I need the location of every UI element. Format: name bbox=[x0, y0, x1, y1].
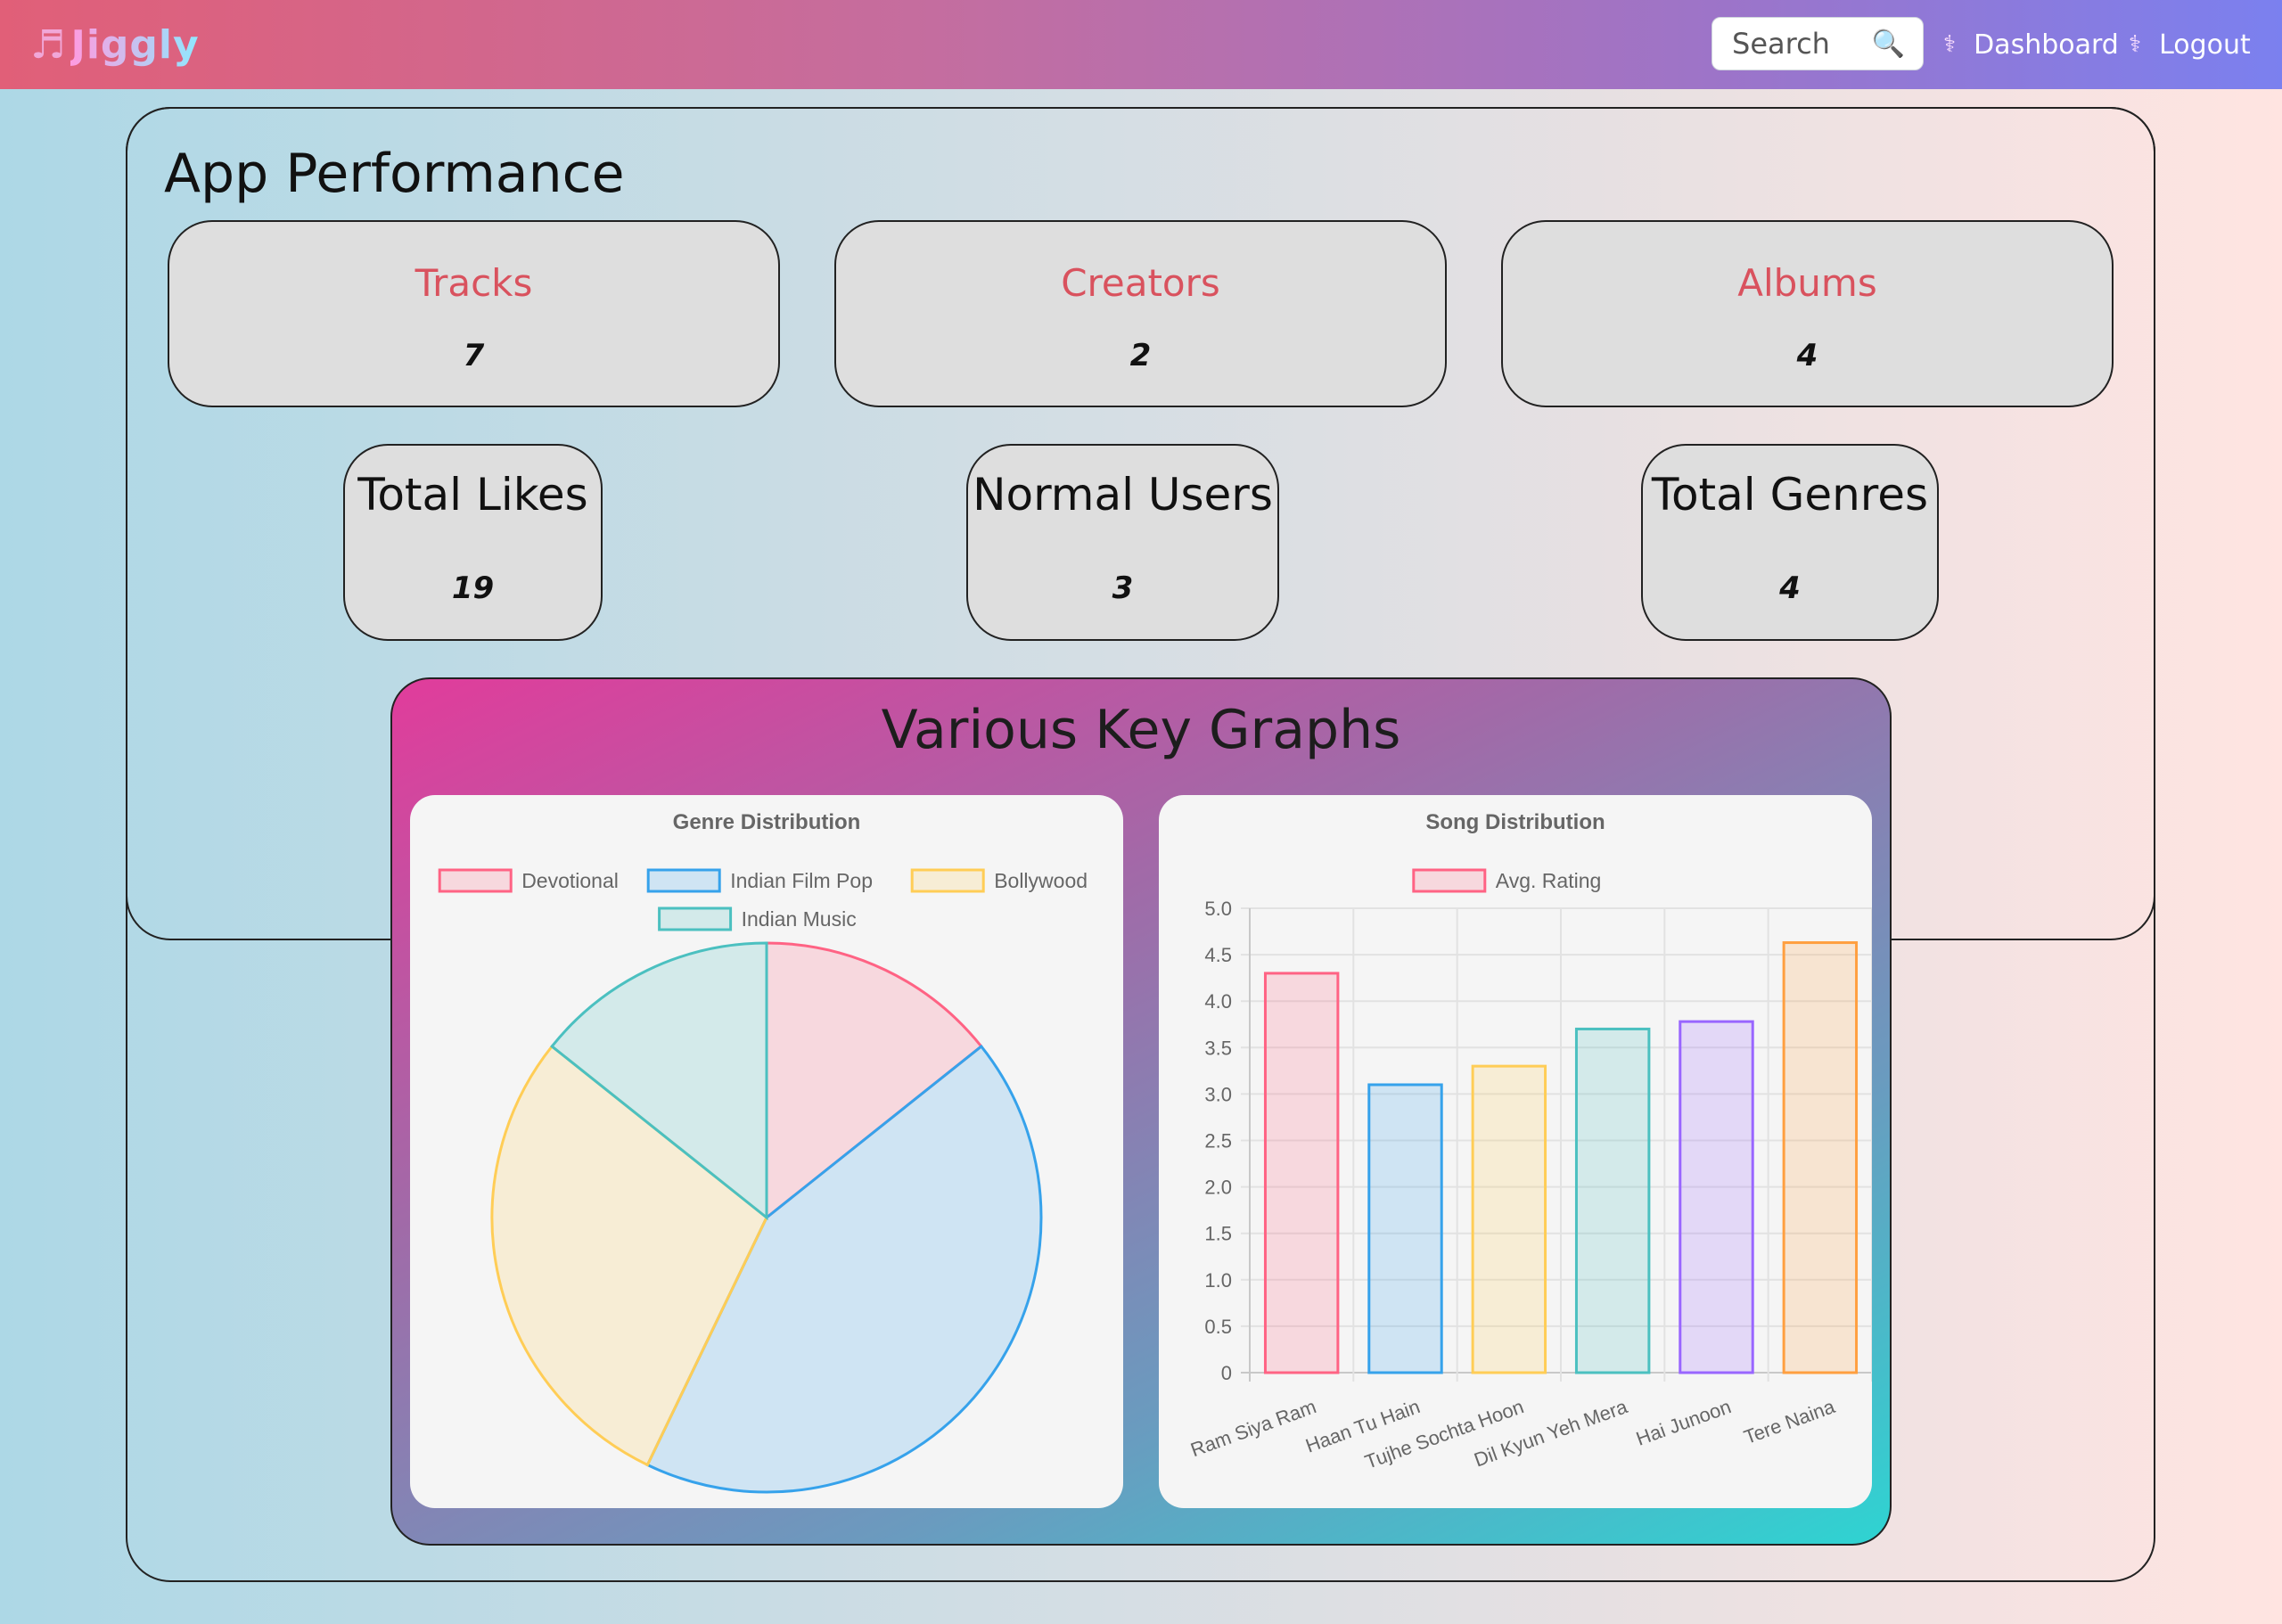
search-input[interactable] bbox=[1730, 26, 1867, 62]
legend-label: Bollywood bbox=[994, 869, 1088, 892]
chart-title: Genre Distribution bbox=[673, 810, 861, 834]
legend-label: Indian Music bbox=[742, 907, 857, 931]
y-tick-label: 0.5 bbox=[1204, 1316, 1232, 1338]
bar bbox=[1782, 941, 1859, 1374]
y-tick-label: 3.0 bbox=[1204, 1083, 1232, 1105]
pie-slice bbox=[550, 941, 768, 1221]
graphs-section: Various Key Graphs Genre Distribution Dev… bbox=[390, 677, 1892, 1546]
stat-card-total-likes: Total Likes 19 bbox=[343, 444, 603, 641]
stat-card-creators: Creators 2 bbox=[834, 220, 1447, 407]
nav-link-dashboard-label: Dashboard bbox=[1974, 29, 2119, 61]
page-title: App Performance bbox=[164, 143, 625, 205]
song-distribution-chart: Song Distribution Avg. Rating 0 0.5 1.0 1.5 2.… bbox=[1187, 810, 1872, 1473]
song-chart-panel: Song Distribution Avg. Rating 0 0.5 1.0 1.5 2.… bbox=[1159, 795, 1872, 1508]
brand[interactable]: ♬ Jiggly bbox=[30, 16, 200, 73]
pie-slice bbox=[490, 1044, 768, 1467]
stat-value: 7 bbox=[463, 338, 485, 373]
stat-value: 4 bbox=[1796, 338, 1818, 373]
caduceus-icon: ⚕ bbox=[1943, 31, 1957, 58]
search-box: 🔍 bbox=[1712, 17, 1924, 70]
stat-value: 4 bbox=[1779, 570, 1801, 606]
y-tick-label: 1.0 bbox=[1204, 1269, 1232, 1292]
stat-label: Creators bbox=[1061, 261, 1220, 305]
legend-swatch bbox=[1412, 868, 1487, 893]
genre-chart-panel: Genre Distribution Devotional Indian Film … bbox=[410, 795, 1123, 1508]
bar bbox=[1367, 1083, 1443, 1374]
stat-label: Tracks bbox=[415, 261, 533, 305]
legend-swatch bbox=[658, 906, 733, 931]
caduceus-icon: ⚕ bbox=[2129, 31, 2142, 58]
legend-label: Avg. Rating bbox=[1496, 869, 1601, 892]
nav-link-logout-label: Logout bbox=[2159, 29, 2251, 61]
y-tick-label: 4.0 bbox=[1204, 990, 1232, 1013]
stat-label: Albums bbox=[1737, 261, 1877, 305]
stat-card-albums: Albums 4 bbox=[1501, 220, 2114, 407]
stat-label: Normal Users bbox=[973, 469, 1273, 521]
legend-swatch bbox=[910, 868, 985, 893]
bar bbox=[1471, 1064, 1547, 1374]
pie-slice bbox=[645, 1044, 1043, 1494]
stat-card-tracks: Tracks 7 bbox=[168, 220, 780, 407]
stat-value: 2 bbox=[1129, 338, 1152, 373]
bar bbox=[1574, 1027, 1651, 1374]
brand-name: Jiggly bbox=[70, 21, 200, 68]
genre-distribution-chart: Genre Distribution Devotional Indian Film … bbox=[438, 810, 1088, 1494]
y-tick-label: 1.5 bbox=[1204, 1223, 1232, 1245]
stat-label: Total Likes bbox=[357, 469, 588, 521]
x-tick-label: Ram Siya Ram bbox=[1187, 1395, 1319, 1461]
y-tick-label: 3.5 bbox=[1204, 1037, 1232, 1059]
nav-link-logout[interactable]: ⚕ Logout bbox=[2129, 23, 2251, 66]
chart-title: Song Distribution bbox=[1425, 810, 1605, 834]
legend-swatch bbox=[438, 868, 513, 893]
x-tick-label: Hai Junoon bbox=[1633, 1395, 1734, 1450]
nav-link-dashboard[interactable]: ⚕ Dashboard bbox=[1943, 23, 2119, 66]
stat-value: 19 bbox=[451, 570, 495, 606]
music-note-icon: ♬ bbox=[30, 21, 66, 68]
legend-swatch bbox=[646, 868, 721, 893]
bar bbox=[1263, 972, 1340, 1374]
stat-card-total-genres: Total Genres 4 bbox=[1641, 444, 1939, 641]
stat-value: 3 bbox=[1112, 570, 1134, 606]
navbar: ♬ Jiggly 🔍 ⚕ Dashboard ⚕ Logout bbox=[0, 0, 2282, 89]
x-tick-label: Tere Naina bbox=[1741, 1395, 1838, 1448]
stat-card-normal-users: Normal Users 3 bbox=[966, 444, 1279, 641]
stat-label: Total Genres bbox=[1651, 469, 1929, 521]
y-tick-label: 5.0 bbox=[1204, 898, 1232, 920]
legend-label: Devotional bbox=[521, 869, 619, 892]
y-tick-label: 2.5 bbox=[1204, 1130, 1232, 1152]
y-tick-label: 0 bbox=[1221, 1362, 1232, 1384]
pie-slice bbox=[765, 941, 983, 1221]
y-tick-label: 4.5 bbox=[1204, 944, 1232, 966]
legend-label: Indian Film Pop bbox=[730, 869, 873, 892]
y-tick-label: 2.0 bbox=[1204, 1177, 1232, 1199]
magnifier-icon[interactable]: 🔍 bbox=[1871, 28, 1905, 60]
bar bbox=[1679, 1020, 1754, 1374]
graphs-title: Various Key Graphs bbox=[881, 699, 1401, 761]
